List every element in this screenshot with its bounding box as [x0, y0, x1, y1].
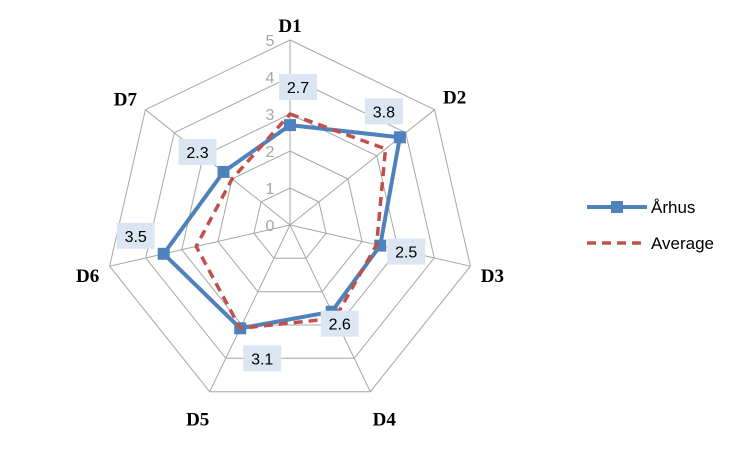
series-line-arhus: [161, 123, 402, 331]
gridline-ring-3: [181, 113, 399, 326]
legend-label-arhus: Århus: [651, 198, 695, 217]
data-label-d2: 3.8: [364, 98, 403, 125]
data-label-d5: 3.1: [243, 345, 282, 372]
tick-label-3: 3: [266, 107, 275, 124]
data-label-box: [364, 98, 403, 125]
category-label-d4: D4: [373, 410, 397, 431]
data-point-d1: [284, 119, 296, 132]
series-line-average: [194, 112, 388, 331]
data-label-text: 3.5: [125, 229, 147, 246]
data-label-d1: 2.7: [279, 74, 317, 101]
tick-label-0: 0: [266, 218, 275, 235]
tick-label-2: 2: [266, 144, 275, 161]
spoke-d2: [289, 109, 435, 226]
legend-marker-arhus: [611, 201, 623, 213]
category-label-d2: D2: [443, 88, 466, 109]
data-labels: 2.7 3.8 2.5 2.6 3.1 3.5 2.3: [116, 74, 426, 372]
gridline-ring-5: [109, 39, 471, 393]
tick-label-4: 4: [266, 70, 275, 87]
data-label-box: [387, 238, 426, 265]
data-label-text: 2.7: [287, 80, 309, 97]
data-point-d2: [393, 131, 406, 144]
data-label-text: 2.5: [395, 245, 417, 262]
radial-tick-labels: 0 1 2 3 4 5: [266, 33, 275, 235]
spoke-d5: [209, 224, 291, 392]
data-label-box: [243, 345, 282, 372]
data-label-d7: 2.3: [178, 138, 217, 165]
spoke-d6: [109, 224, 291, 267]
legend-item-average[interactable]: Average: [587, 234, 714, 253]
tick-label-5: 5: [266, 33, 275, 50]
category-label-d3: D3: [481, 266, 504, 287]
data-label-text: 2.6: [329, 317, 351, 334]
gridline-ring-2: [217, 150, 363, 293]
category-label-d7: D7: [114, 90, 138, 111]
data-point-d6: [157, 247, 170, 260]
data-label-text: 2.3: [186, 145, 208, 162]
tick-label-1: 1: [266, 181, 275, 198]
radar-grid: [109, 39, 471, 393]
series-layer: [157, 112, 406, 335]
legend-item-arhus[interactable]: Århus: [587, 198, 695, 217]
data-label-box: [116, 222, 155, 249]
gridline-ring-1: [253, 187, 327, 259]
category-labels: D1 D2 D3 D4 D5 D6 D7: [76, 16, 504, 431]
data-point-d7: [217, 165, 230, 178]
category-label-d1: D1: [278, 16, 301, 37]
data-label-box: [320, 310, 359, 337]
category-label-d6: D6: [76, 266, 99, 287]
data-label-d4: 2.6: [320, 310, 359, 337]
gridline-ring-4: [145, 76, 435, 359]
data-label-text: 3.1: [251, 351, 273, 368]
data-label-d6: 3.5: [116, 222, 155, 249]
data-label-text: 3.8: [373, 104, 395, 121]
data-label-box: [178, 138, 217, 165]
data-label-box: [279, 74, 317, 101]
data-label-d3: 2.5: [387, 238, 426, 265]
category-label-d5: D5: [186, 410, 209, 431]
legend-label-average: Average: [651, 234, 714, 253]
legend: Århus Average: [587, 198, 714, 253]
